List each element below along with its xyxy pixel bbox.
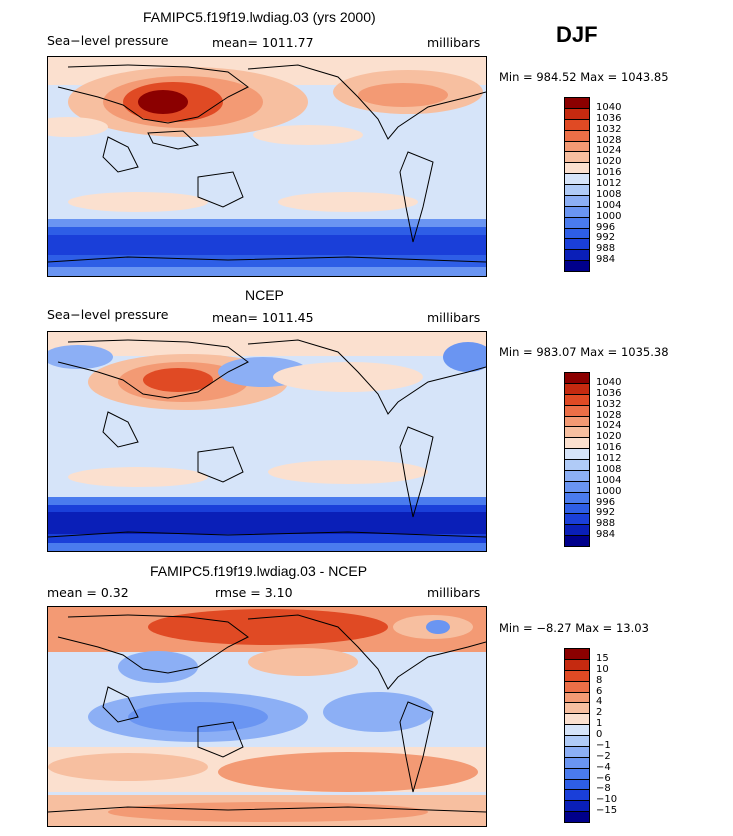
colorbar-tick-label: 1016 <box>596 442 622 454</box>
colorbar-tick-label: 1036 <box>596 112 622 124</box>
colorbar-tick-label: 1036 <box>596 387 622 399</box>
colorbar-tick-label: 1012 <box>596 178 622 189</box>
colorbar-tick-label: 1028 <box>596 134 622 146</box>
colorbar-tick-label: 8 <box>596 674 603 686</box>
panel-1-map-svg <box>48 57 486 276</box>
panel-2-units-label: millibars <box>427 310 481 325</box>
panel-3-colorbar: 15 10 8 6 4 2 1 0 −1 −2 −4 −6 −8 −10 −15 <box>564 648 617 823</box>
panel-1-title: FAMIPC5.f19f19.lwdiag.03 (yrs 2000) <box>143 9 376 25</box>
panel-3-minmax: Min = −8.27 Max = 13.03 <box>499 621 649 635</box>
colorbar-tick-label: 1020 <box>596 431 622 443</box>
panel-1-minmax: Min = 984.52 Max = 1043.85 <box>499 70 669 84</box>
colorbar-tick-label: 1040 <box>596 376 622 388</box>
panel-2-title: NCEP <box>245 287 284 303</box>
panel-2-colorbar: 1040 1036 1032 1028 1024 1020 1016 1012 1008 1004… <box>564 372 621 547</box>
colorbar-tick-label: 1000 <box>596 210 622 222</box>
panel-1-units-label: millibars <box>427 35 481 50</box>
panel-2-variable-label: Sea−level pressure <box>47 307 169 322</box>
colorbar-tick-label: 1024 <box>596 145 622 157</box>
colorbar-tick-label: −1 <box>596 739 611 751</box>
colorbar-tick-label: 2 <box>596 707 603 719</box>
colorbar-tick-label: 0 <box>596 729 603 740</box>
panel-1-map <box>47 56 487 277</box>
colorbar-tick-label: 1040 <box>596 101 622 113</box>
panel-2-map-svg <box>48 332 486 551</box>
colorbar-tick-label: 1016 <box>596 167 622 179</box>
panel-3-units-label: millibars <box>427 585 481 600</box>
panel-1-mean-label: mean= 1011.77 <box>212 35 314 50</box>
panel-2-mean-label: mean= 1011.45 <box>212 310 314 325</box>
colorbar-tick-label: 1028 <box>596 409 622 421</box>
colorbar-tick-label: 1 <box>596 718 603 730</box>
colorbar-tick-label: 988 <box>596 518 616 530</box>
panel-1-variable-label: Sea−level pressure <box>47 33 169 48</box>
panel-3-mean-label: mean = 0.32 <box>47 585 129 600</box>
colorbar-tick-label: 1004 <box>596 199 622 211</box>
colorbar-cell <box>564 260 590 272</box>
colorbar-tick-label: 1004 <box>596 474 622 486</box>
colorbar-tick-label: 992 <box>596 232 616 244</box>
colorbar-tick-label: −2 <box>596 750 611 762</box>
panel-2-minmax: Min = 983.07 Max = 1035.38 <box>499 345 669 359</box>
colorbar-tick-label: 1008 <box>596 463 622 475</box>
colorbar-tick-label: 1012 <box>596 453 622 464</box>
colorbar-tick-label: 992 <box>596 507 616 519</box>
colorbar-tick-label: 996 <box>596 496 616 508</box>
panel-1-colorbar: 1040 1036 1032 1028 1024 1020 1016 1012 1008 1004… <box>564 97 621 272</box>
panel-3-map <box>47 606 487 827</box>
panel-3-map-svg <box>48 607 486 826</box>
colorbar-tick-label: 1032 <box>596 398 622 410</box>
colorbar-tick-label: 984 <box>596 529 616 541</box>
colorbar-tick-label: 1032 <box>596 123 622 135</box>
colorbar-tick-label: −4 <box>596 761 611 773</box>
colorbar-tick-label: 996 <box>596 221 616 233</box>
colorbar-cell <box>564 535 590 547</box>
colorbar-tick-label: 15 <box>596 652 609 664</box>
colorbar-tick-label: 6 <box>596 685 603 697</box>
colorbar-cell <box>564 811 590 823</box>
colorbar-tick-label: 984 <box>596 254 616 266</box>
colorbar-tick-label: 4 <box>596 696 603 708</box>
panel-3-title: FAMIPC5.f19f19.lwdiag.03 - NCEP <box>150 563 368 579</box>
colorbar-tick-label: 1020 <box>596 156 622 168</box>
colorbar-tick-label: −10 <box>596 794 618 806</box>
colorbar-tick-label: 988 <box>596 243 616 255</box>
colorbar-tick-label: 1008 <box>596 188 622 200</box>
colorbar-tick-label: 1024 <box>596 420 622 432</box>
season-label: DJF <box>556 22 598 47</box>
colorbar-tick-label: 1000 <box>596 485 622 497</box>
colorbar-tick-label: −15 <box>596 805 618 817</box>
colorbar-tick-label: −6 <box>596 772 611 784</box>
colorbar-tick-label: −8 <box>596 783 611 795</box>
colorbar-tick-label: 10 <box>596 663 609 675</box>
panel-2-map <box>47 331 487 552</box>
panel-3-rmse-label: rmse = 3.10 <box>215 585 293 600</box>
